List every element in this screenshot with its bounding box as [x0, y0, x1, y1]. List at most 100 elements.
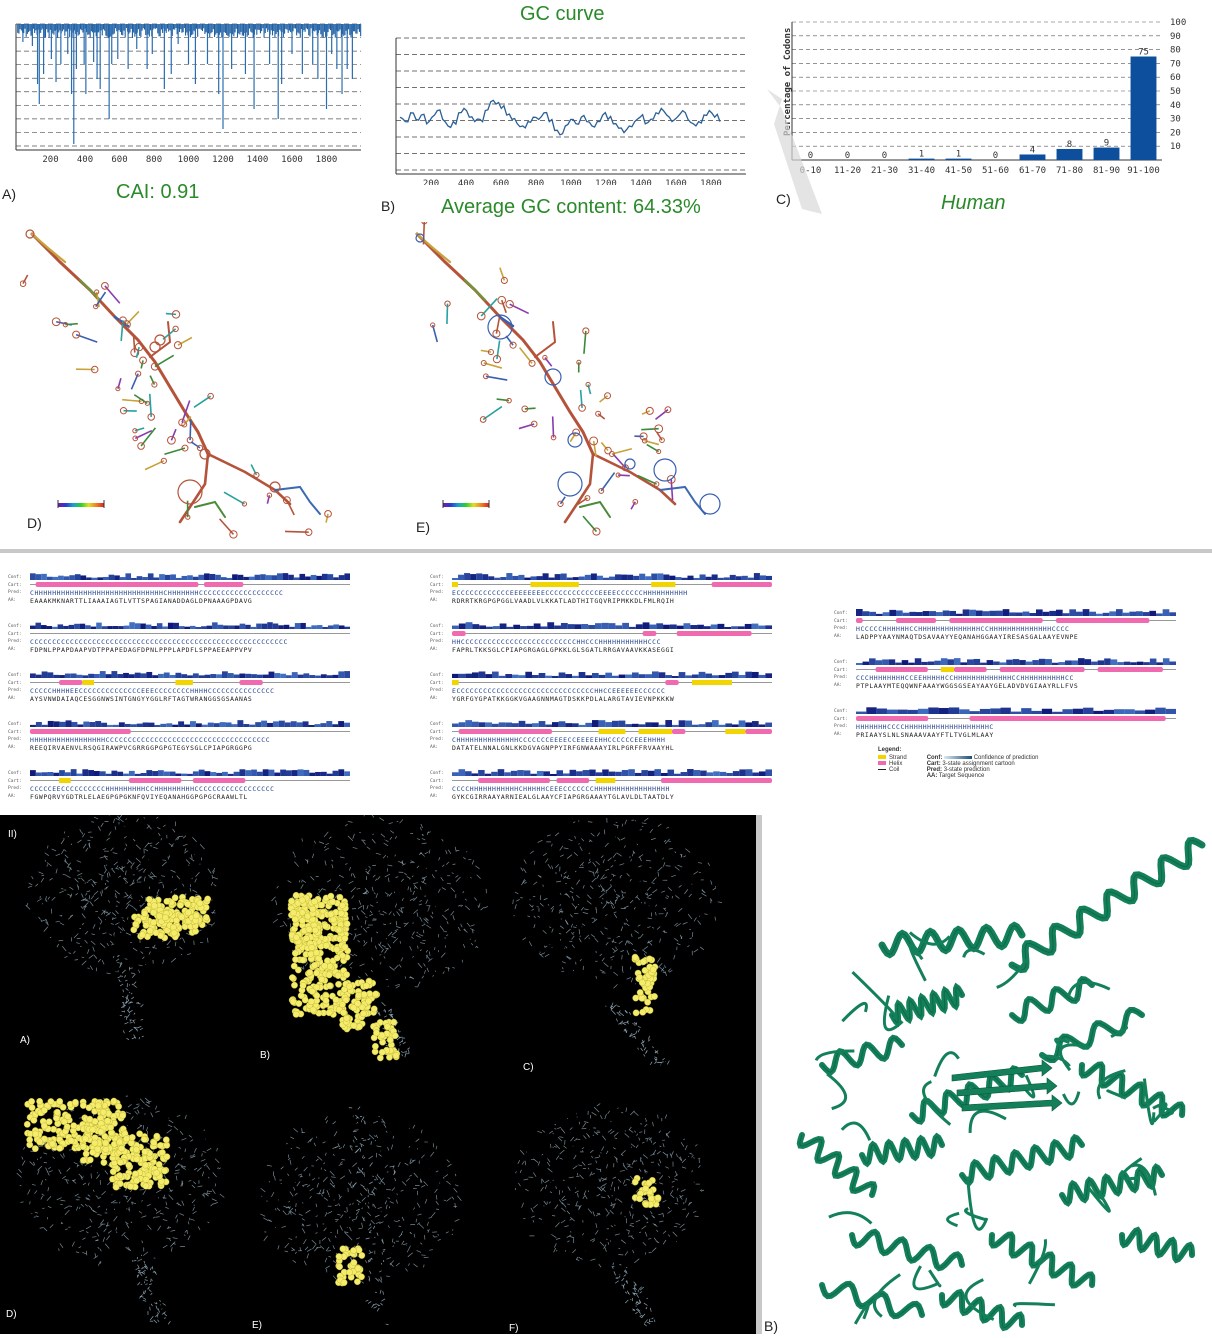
panel-c-letter: C) [776, 191, 791, 207]
psipred-row: Conf:Cart:Pred:AA:CCCCCHHHHEECCCCCCCCCCC… [30, 671, 375, 720]
psipred-aa-seq: PTPLAAYMTEQQWNFAAAYWGGSGSEAYAAYGELADVDVG… [856, 682, 1078, 690]
legend-keys: Conf: Confidence of prediction Cart: 3-s… [927, 755, 1039, 779]
pocket-label-b: B) [260, 1050, 270, 1061]
cai-x-tick: 1800 [316, 155, 338, 165]
psipred-row-label: Pred: [430, 737, 444, 742]
psipred-row-label: Pred: [8, 688, 22, 693]
psipred-row: Conf:Cart:Pred:AA:CCCCCEECCCCCCCCCCHHHHH… [30, 769, 375, 818]
psipred-row-label: Cart: [834, 619, 848, 624]
psipred-row-label: Pred: [430, 590, 444, 595]
codon-x-tick: 41-50 [945, 166, 972, 176]
cai-x-tick: 200 [42, 155, 58, 165]
psipred-row-label: AA: [8, 794, 16, 799]
psipred-row-label: Cart: [834, 717, 848, 722]
psipred-row-label: AA: [834, 732, 842, 737]
psipred-section: Conf:Cart:Pred:AA:CHHHHHHHHHHHHHHHHHHHHH… [0, 553, 1212, 815]
protein-cartoon [762, 815, 1212, 1334]
cai-x-tick: 1000 [178, 155, 200, 165]
psipred-row-label: Cart: [8, 730, 22, 735]
psipred-row: Conf:Cart:Pred:AA:CHHHHHHHHHHHHHHHHHHHHH… [30, 573, 375, 622]
pocket-label-e: E) [252, 1320, 262, 1331]
codon-bar [1057, 149, 1083, 160]
gc-series-line [400, 100, 720, 135]
psipred-row-label: Cart: [8, 632, 22, 637]
psipred-row: Conf:Cart:Pred:AA:ECCCCCCCCCCCCEEEEEEEEC… [452, 573, 797, 622]
psipred-row-label: AA: [430, 598, 438, 603]
psipred-row-label: Conf: [834, 660, 848, 665]
psipred-row: Conf:Cart:Pred:AA:CHHHHHHHHHHHHHHCCCCCCC… [452, 720, 797, 769]
psipred-pred-seq: HHHHHHHCCCCHHHHHHHHHHHHHHHHHHHC [856, 723, 994, 731]
psipred-row-label: Cart: [430, 779, 444, 784]
psipred-conf-bars [30, 671, 350, 678]
cai-x-tick: 1400 [247, 155, 269, 165]
psipred-row-label: AA: [834, 634, 842, 639]
legend-title: Legend: [878, 747, 1038, 753]
psipred-row-label: Pred: [834, 724, 848, 729]
pocket-render [17, 1096, 224, 1324]
codon-y-tick: 60 [1170, 73, 1181, 83]
gc-curve-title: GC curve [520, 3, 604, 26]
section-ii-label: II) [8, 829, 17, 840]
psipred-pred-seq: CCCHHHHHHHHCCEEHHHHHCCHHHHHHHHHHHHHCCHHH… [856, 674, 1074, 682]
panel-d-letter: D) [27, 515, 42, 531]
codon-x-tick: 31-40 [908, 166, 935, 176]
codon-y-tick: 30 [1170, 115, 1181, 125]
psipred-aa-seq: AYSVNWDAIAQCESGGNWSINTGNGYYGGLRFTAGTWRAN… [30, 695, 252, 703]
psipred-row-label: Cart: [8, 681, 22, 686]
panel-a-letter: A) [2, 186, 16, 202]
psipred-row-label: Pred: [8, 737, 22, 742]
psipred-conf-bars [856, 609, 1176, 616]
codon-y-tick: 50 [1170, 87, 1181, 97]
psipred-pred-seq: HHCCCCCCCCCCCCCCCCCCCCCCCCCCHHCCCHHHHHHH… [452, 638, 661, 646]
psipred-aa-seq: LADPPYAAYNMAQTDSAVAAYYEQANAHGGAAYIRESASG… [856, 633, 1078, 641]
codon-x-tick: 81-90 [1093, 166, 1120, 176]
psipred-row-label: AA: [430, 794, 438, 799]
psipred-row-label: Pred: [430, 688, 444, 693]
psipred-row-label: AA: [8, 745, 16, 750]
psipred-row-label: Conf: [430, 722, 444, 727]
psipred-row-label: AA: [8, 647, 16, 652]
gc-x-tick: 1400 [630, 179, 652, 185]
psipred-aa-seq: FGWPQRVYGDTRLELAEGPGPGKNFQVIYEQANAHGGPGP… [30, 793, 248, 801]
psipred-aa-seq: FAPRLTKKSGLCPIAPGRGAGLGPKKLGLSGATLRRGAVA… [452, 646, 674, 654]
psipred-row-label: Cart: [430, 681, 444, 686]
psipred-aa-seq: EAAAKMKNARTTLIAAAIAGTLVTTSPAGIANADDAGLDP… [30, 597, 252, 605]
panel-b-letter: B) [381, 198, 395, 214]
binding-pocket-panel: II) A) B) C) D) E) F) [0, 815, 756, 1334]
psipred-row-label: Conf: [8, 624, 22, 629]
cai-x-tick: 800 [146, 155, 162, 165]
psipred-row-label: Conf: [430, 624, 444, 629]
gc-x-tick: 400 [458, 179, 474, 185]
psipred-row-label: AA: [834, 683, 842, 688]
codon-value-label: 0 [993, 151, 998, 161]
psipred-conf-bars [452, 769, 772, 776]
psipred-cartoon [30, 777, 350, 784]
psipred-row-label: Pred: [430, 639, 444, 644]
legend-coil: Coil [878, 767, 907, 773]
codon-value-label: 1 [919, 150, 924, 160]
psipred-row-label: AA: [430, 696, 438, 701]
psipred-aa-seq: FDPNLPPAPDAAPVDTPPAPEDAGFDPNLPPPLAPDFLSP… [30, 646, 252, 654]
codon-y-tick: 90 [1170, 32, 1181, 42]
legend-key-aa: AA: Target Sequence [927, 773, 1039, 779]
psipred-cartoon [856, 715, 1176, 722]
psipred-row-label: Pred: [8, 590, 22, 595]
psipred-row-label: Conf: [8, 673, 22, 678]
psipred-pred-seq: HHHHHHHHHHHHHHHHHCCCCCCCCCCCCCCCCCCCCCCC… [30, 736, 270, 744]
psipred-cartoon [452, 777, 772, 784]
codon-value-label: 9 [1104, 139, 1109, 149]
psipred-row-label: Pred: [8, 786, 22, 791]
psipred-cartoon [30, 679, 350, 686]
gc-x-tick: 1000 [560, 179, 582, 185]
codon-value-label: 8 [1067, 140, 1072, 150]
cai-x-tick: 1600 [281, 155, 303, 165]
psipred-pred-seq: CCCCHHHHHHHHHHHCHHHHHCEEECCCCCCCHHHHHHHH… [452, 785, 670, 793]
codon-value-label: 0 [845, 151, 850, 161]
psipred-pred-seq: ECCCCCCCCCCCCCCCCCCCCCCCCCCCCCCCHHCCEEEE… [452, 687, 665, 695]
gc-x-tick: 800 [528, 179, 544, 185]
codon-bar [1094, 148, 1120, 160]
gc-x-tick: 1200 [595, 179, 617, 185]
psipred-row-label: Conf: [834, 611, 848, 616]
gc-x-tick: 1800 [700, 179, 722, 185]
